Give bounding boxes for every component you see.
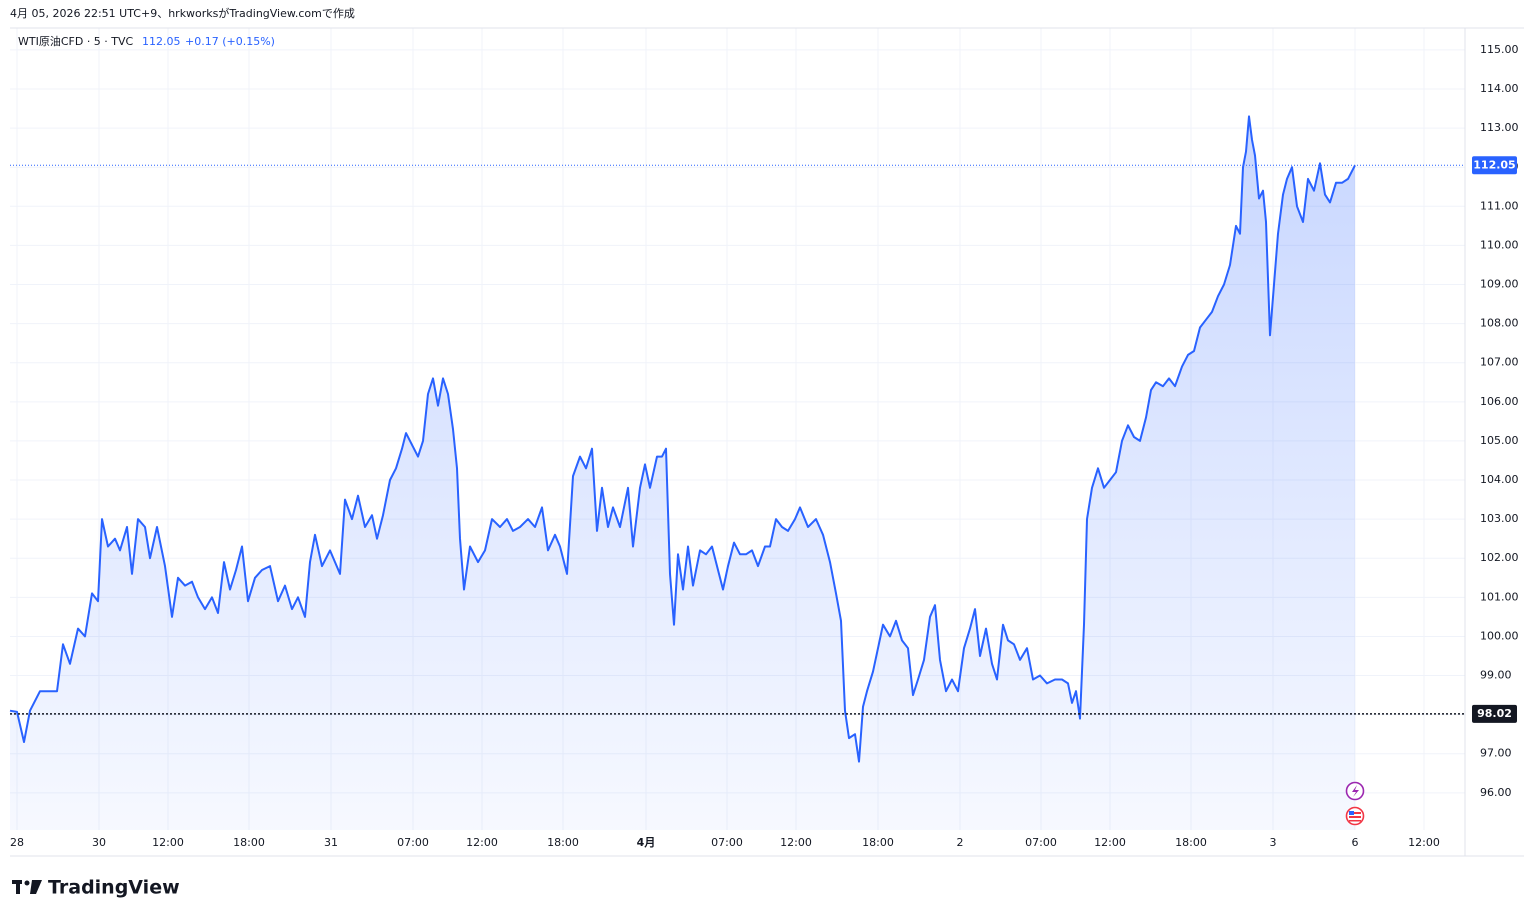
y-tick-label: 103.00 xyxy=(1480,512,1519,525)
y-tick-label: 99.00 xyxy=(1480,669,1512,682)
x-tick-label: 2 xyxy=(957,836,964,849)
y-tick-label: 97.00 xyxy=(1480,747,1512,760)
y-tick-label: 107.00 xyxy=(1480,356,1519,369)
x-tick-label: 6 xyxy=(1352,836,1359,849)
x-tick-label: 12:00 xyxy=(466,836,498,849)
x-tick-label: 12:00 xyxy=(1094,836,1126,849)
y-tick-label: 100.00 xyxy=(1480,629,1519,642)
x-tick-label: 3 xyxy=(1270,836,1277,849)
legend-symbol: WTI原油CFD · 5 · TVC xyxy=(18,34,134,48)
y-tick-label: 106.00 xyxy=(1480,395,1519,408)
price-label-box xyxy=(1472,156,1517,175)
y-tick-label: 115.00 xyxy=(1480,43,1519,56)
price-label-box xyxy=(1472,704,1517,723)
y-tick-label: 110.00 xyxy=(1480,238,1519,251)
legend-change: +0.17 (+0.15%) xyxy=(185,35,275,48)
legend-price: 112.05 xyxy=(142,35,181,48)
x-tick-label: 07:00 xyxy=(397,836,429,849)
y-tick-label: 108.00 xyxy=(1480,317,1519,330)
price-label: 112.05 xyxy=(1473,158,1515,171)
x-tick-label: 18:00 xyxy=(1175,836,1207,849)
event-icon[interactable] xyxy=(1345,781,1365,801)
flag-icon[interactable] xyxy=(1345,806,1365,826)
x-tick-label: 18:00 xyxy=(862,836,894,849)
y-tick-label: 111.00 xyxy=(1480,199,1519,212)
price-label: 98.02 xyxy=(1477,707,1512,720)
x-tick-label: 18:00 xyxy=(547,836,579,849)
y-tick-label: 96.00 xyxy=(1480,786,1512,799)
y-tick-label: 113.00 xyxy=(1480,121,1519,134)
logo-text: TradingView xyxy=(48,877,180,899)
plot xyxy=(9,115,1356,830)
y-tick-label: 109.00 xyxy=(1480,278,1519,291)
x-tick-label: 07:00 xyxy=(1025,836,1057,849)
x-tick-label: 18:00 xyxy=(233,836,265,849)
line xyxy=(9,115,1356,763)
header: 4月 05, 2026 22:51 UTC+9、hrkworksがTrading… xyxy=(10,6,355,20)
x-tick-label: 12:00 xyxy=(1408,836,1440,849)
x-tick-label: 12:00 xyxy=(152,836,184,849)
x-tick-label: 4月 xyxy=(637,836,656,849)
y-tick-label: 114.00 xyxy=(1480,82,1519,95)
area xyxy=(10,116,1355,830)
y-tick-label: 102.00 xyxy=(1480,551,1519,564)
x-tick-label: 28 xyxy=(10,836,24,849)
x-tick-label: 31 xyxy=(324,836,338,849)
x-tick-label: 07:00 xyxy=(711,836,743,849)
y-tick-label: 104.00 xyxy=(1480,473,1519,486)
x-tick-label: 30 xyxy=(92,836,106,849)
y-tick-label: 101.00 xyxy=(1480,590,1519,603)
logo: TradingView xyxy=(12,877,180,899)
y-tick-label: 105.00 xyxy=(1480,434,1519,447)
x-tick-label: 12:00 xyxy=(780,836,812,849)
